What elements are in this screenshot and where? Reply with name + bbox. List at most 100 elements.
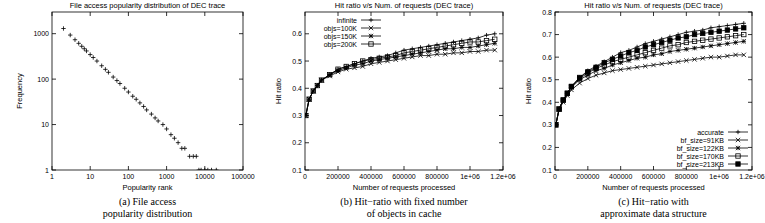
marker <box>476 40 480 44</box>
plot-frame <box>555 12 752 170</box>
y-axis-label: Hit ratio <box>274 78 283 104</box>
x-tick-label: 200000 <box>576 173 599 180</box>
caption: (b) Hit−ratio with fixed number <box>340 196 468 208</box>
x-tick-label: 600000 <box>392 173 415 180</box>
marker <box>733 27 737 31</box>
marker <box>717 55 721 59</box>
marker <box>565 91 569 95</box>
marker <box>643 45 647 49</box>
x-tick <box>470 12 471 170</box>
figure: 1101001000100001000001101001000File acce… <box>0 0 765 223</box>
marker <box>733 34 737 38</box>
legend-label: bf_size=91KB <box>681 137 725 145</box>
marker <box>717 24 721 28</box>
marker <box>328 72 332 76</box>
marker <box>643 50 647 54</box>
marker <box>344 64 348 68</box>
marker <box>701 31 705 35</box>
marker <box>557 107 561 111</box>
marker <box>555 123 558 127</box>
marker <box>77 41 81 45</box>
x-tick-label: 0 <box>303 173 307 180</box>
marker <box>484 48 488 52</box>
marker <box>643 55 647 59</box>
x-tick <box>204 12 205 170</box>
chart-title: File access popularity distribution of D… <box>70 1 225 10</box>
x-tick-label: 800000 <box>425 173 448 180</box>
marker <box>561 98 565 102</box>
series-line <box>556 55 744 125</box>
marker <box>418 51 422 55</box>
y-tick-label: 100 <box>37 76 49 83</box>
marker <box>602 71 606 75</box>
marker <box>394 53 398 57</box>
marker <box>565 91 569 95</box>
marker <box>153 116 157 120</box>
marker <box>660 46 664 50</box>
marker <box>709 30 713 34</box>
marker <box>361 62 365 66</box>
marker <box>460 41 464 45</box>
marker <box>651 48 655 52</box>
marker <box>307 97 311 101</box>
legend-label: objs=100K <box>324 25 358 33</box>
marker <box>717 43 721 47</box>
marker <box>635 53 639 57</box>
marker <box>84 49 88 53</box>
x-tick-label: 200000 <box>326 173 349 180</box>
y-tick <box>305 170 503 171</box>
y-tick <box>305 61 503 62</box>
y-tick-label: 0.4 <box>292 85 302 92</box>
marker <box>725 54 729 58</box>
marker <box>555 123 558 127</box>
y-tick-label: 0.3 <box>292 112 302 119</box>
marker <box>369 57 373 61</box>
marker <box>660 52 664 56</box>
marker <box>149 112 153 116</box>
marker <box>561 98 565 102</box>
marker <box>709 26 713 30</box>
legend-swatch <box>728 156 748 157</box>
marker <box>586 70 590 74</box>
marker <box>493 37 497 41</box>
plot-frame <box>52 12 243 170</box>
marker <box>627 55 631 59</box>
legend-marker <box>369 26 373 30</box>
marker <box>80 44 84 48</box>
marker <box>555 123 558 127</box>
marker <box>557 107 561 111</box>
marker <box>443 44 447 48</box>
x-tick-label: 0 <box>553 173 557 180</box>
x-tick <box>620 12 621 170</box>
marker <box>594 73 598 77</box>
caption: of objects in cache <box>367 208 442 219</box>
marker <box>183 146 187 150</box>
marker <box>569 84 573 88</box>
marker <box>627 50 631 54</box>
marker <box>352 62 356 66</box>
plot-frame <box>305 12 503 170</box>
marker <box>410 47 414 51</box>
marker <box>668 38 672 42</box>
marker <box>602 61 606 65</box>
x-tick <box>555 12 556 170</box>
marker <box>95 59 99 63</box>
marker <box>138 101 142 105</box>
legend-label: bf_size=122KB <box>677 145 725 153</box>
x-tick-label: 1000 <box>159 173 175 180</box>
legend-label: bf_size=213KB <box>677 161 725 169</box>
marker <box>701 38 705 42</box>
y-tick-label: 0.3 <box>542 121 552 128</box>
marker <box>577 75 581 79</box>
series-line <box>306 50 495 115</box>
legend-label: objs=150K <box>324 33 358 41</box>
y-tick <box>52 33 243 34</box>
marker <box>627 66 631 70</box>
marker <box>144 108 148 112</box>
marker <box>468 40 472 44</box>
marker <box>115 78 119 82</box>
marker <box>141 104 145 108</box>
marker <box>684 30 688 34</box>
marker <box>435 42 439 46</box>
marker <box>122 86 126 90</box>
